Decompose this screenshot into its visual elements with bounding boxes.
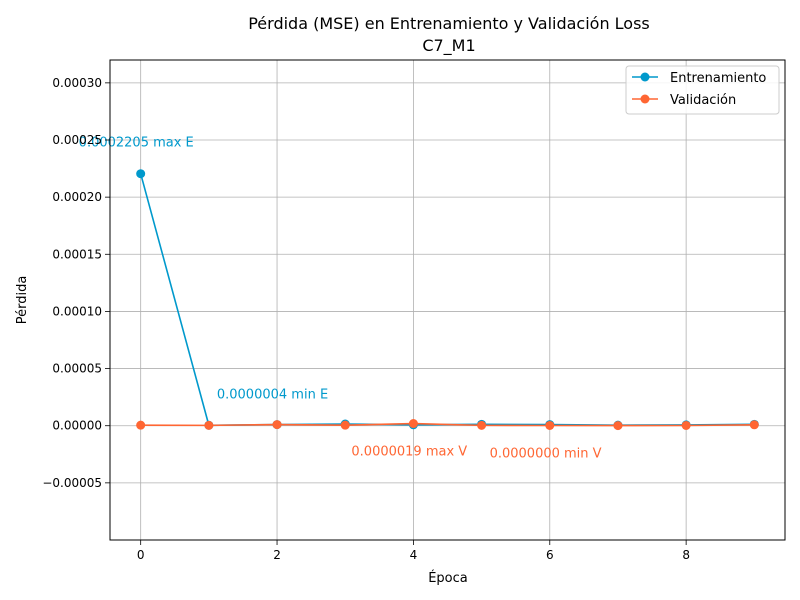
y-tick-label: 0.00010 xyxy=(52,304,102,318)
chart-subtitle: C7_M1 xyxy=(422,36,475,56)
y-tick-label: 0.00000 xyxy=(52,419,102,433)
annotation-label: 0.0000000 min V xyxy=(490,447,602,462)
y-tick-label: 0.00025 xyxy=(52,133,102,147)
data-point-validacion xyxy=(272,420,282,430)
plot-frame xyxy=(109,59,786,541)
x-tick-label: 4 xyxy=(410,548,418,562)
data-point-validacion xyxy=(136,420,146,430)
y-axis-label: Pérdida xyxy=(15,276,30,325)
data-point-validacion xyxy=(545,420,555,430)
data-point-validacion xyxy=(204,420,214,430)
annotation-layer: 0.0002205 max E 0.0000004 min E 0.0000019 … xyxy=(79,136,602,462)
x-tick-label: 8 xyxy=(682,548,690,562)
x-tick-label: 2 xyxy=(273,548,281,562)
y-tick-label: 0.00030 xyxy=(52,76,102,90)
y-tick-label: −0.00005 xyxy=(42,476,102,490)
y-tick-label: 0.00020 xyxy=(52,190,102,204)
x-tick-label: 6 xyxy=(546,548,554,562)
legend-marker-entrenamiento xyxy=(640,72,650,82)
legend-marker-validacion xyxy=(640,94,650,104)
data-point-validacion xyxy=(340,420,350,430)
chart-title: Pérdida (MSE) en Entrenamiento y Validac… xyxy=(248,14,650,33)
data-point-entrenamiento xyxy=(136,169,146,179)
ticks: 0 2 4 6 8 −0.00005 0.00000 0.00005 0.00010 0.0001… xyxy=(42,76,690,562)
data-point-validacion xyxy=(749,420,759,430)
series-layer xyxy=(136,169,759,431)
grid xyxy=(110,60,785,540)
annotation-label: 0.0002205 max E xyxy=(79,136,194,151)
data-point-validacion xyxy=(681,420,691,430)
legend-box xyxy=(625,65,780,115)
legend-label-validacion: Validación xyxy=(670,93,736,108)
data-point-validacion xyxy=(613,421,623,431)
annotation-label: 0.0000004 min E xyxy=(217,387,328,402)
y-tick-label: 0.00005 xyxy=(52,362,102,376)
data-point-validacion xyxy=(408,419,418,429)
x-tick-label: 0 xyxy=(137,548,145,562)
data-point-validacion xyxy=(477,420,487,430)
legend-label-entrenamiento: Entrenamiento xyxy=(670,71,766,86)
series-line-validacion xyxy=(140,422,755,427)
x-axis-label: Época xyxy=(428,570,468,586)
y-tick-label: 0.00015 xyxy=(52,247,102,261)
annotation-label: 0.0000019 max V xyxy=(351,445,467,460)
legend: Entrenamiento Validación xyxy=(625,65,780,115)
